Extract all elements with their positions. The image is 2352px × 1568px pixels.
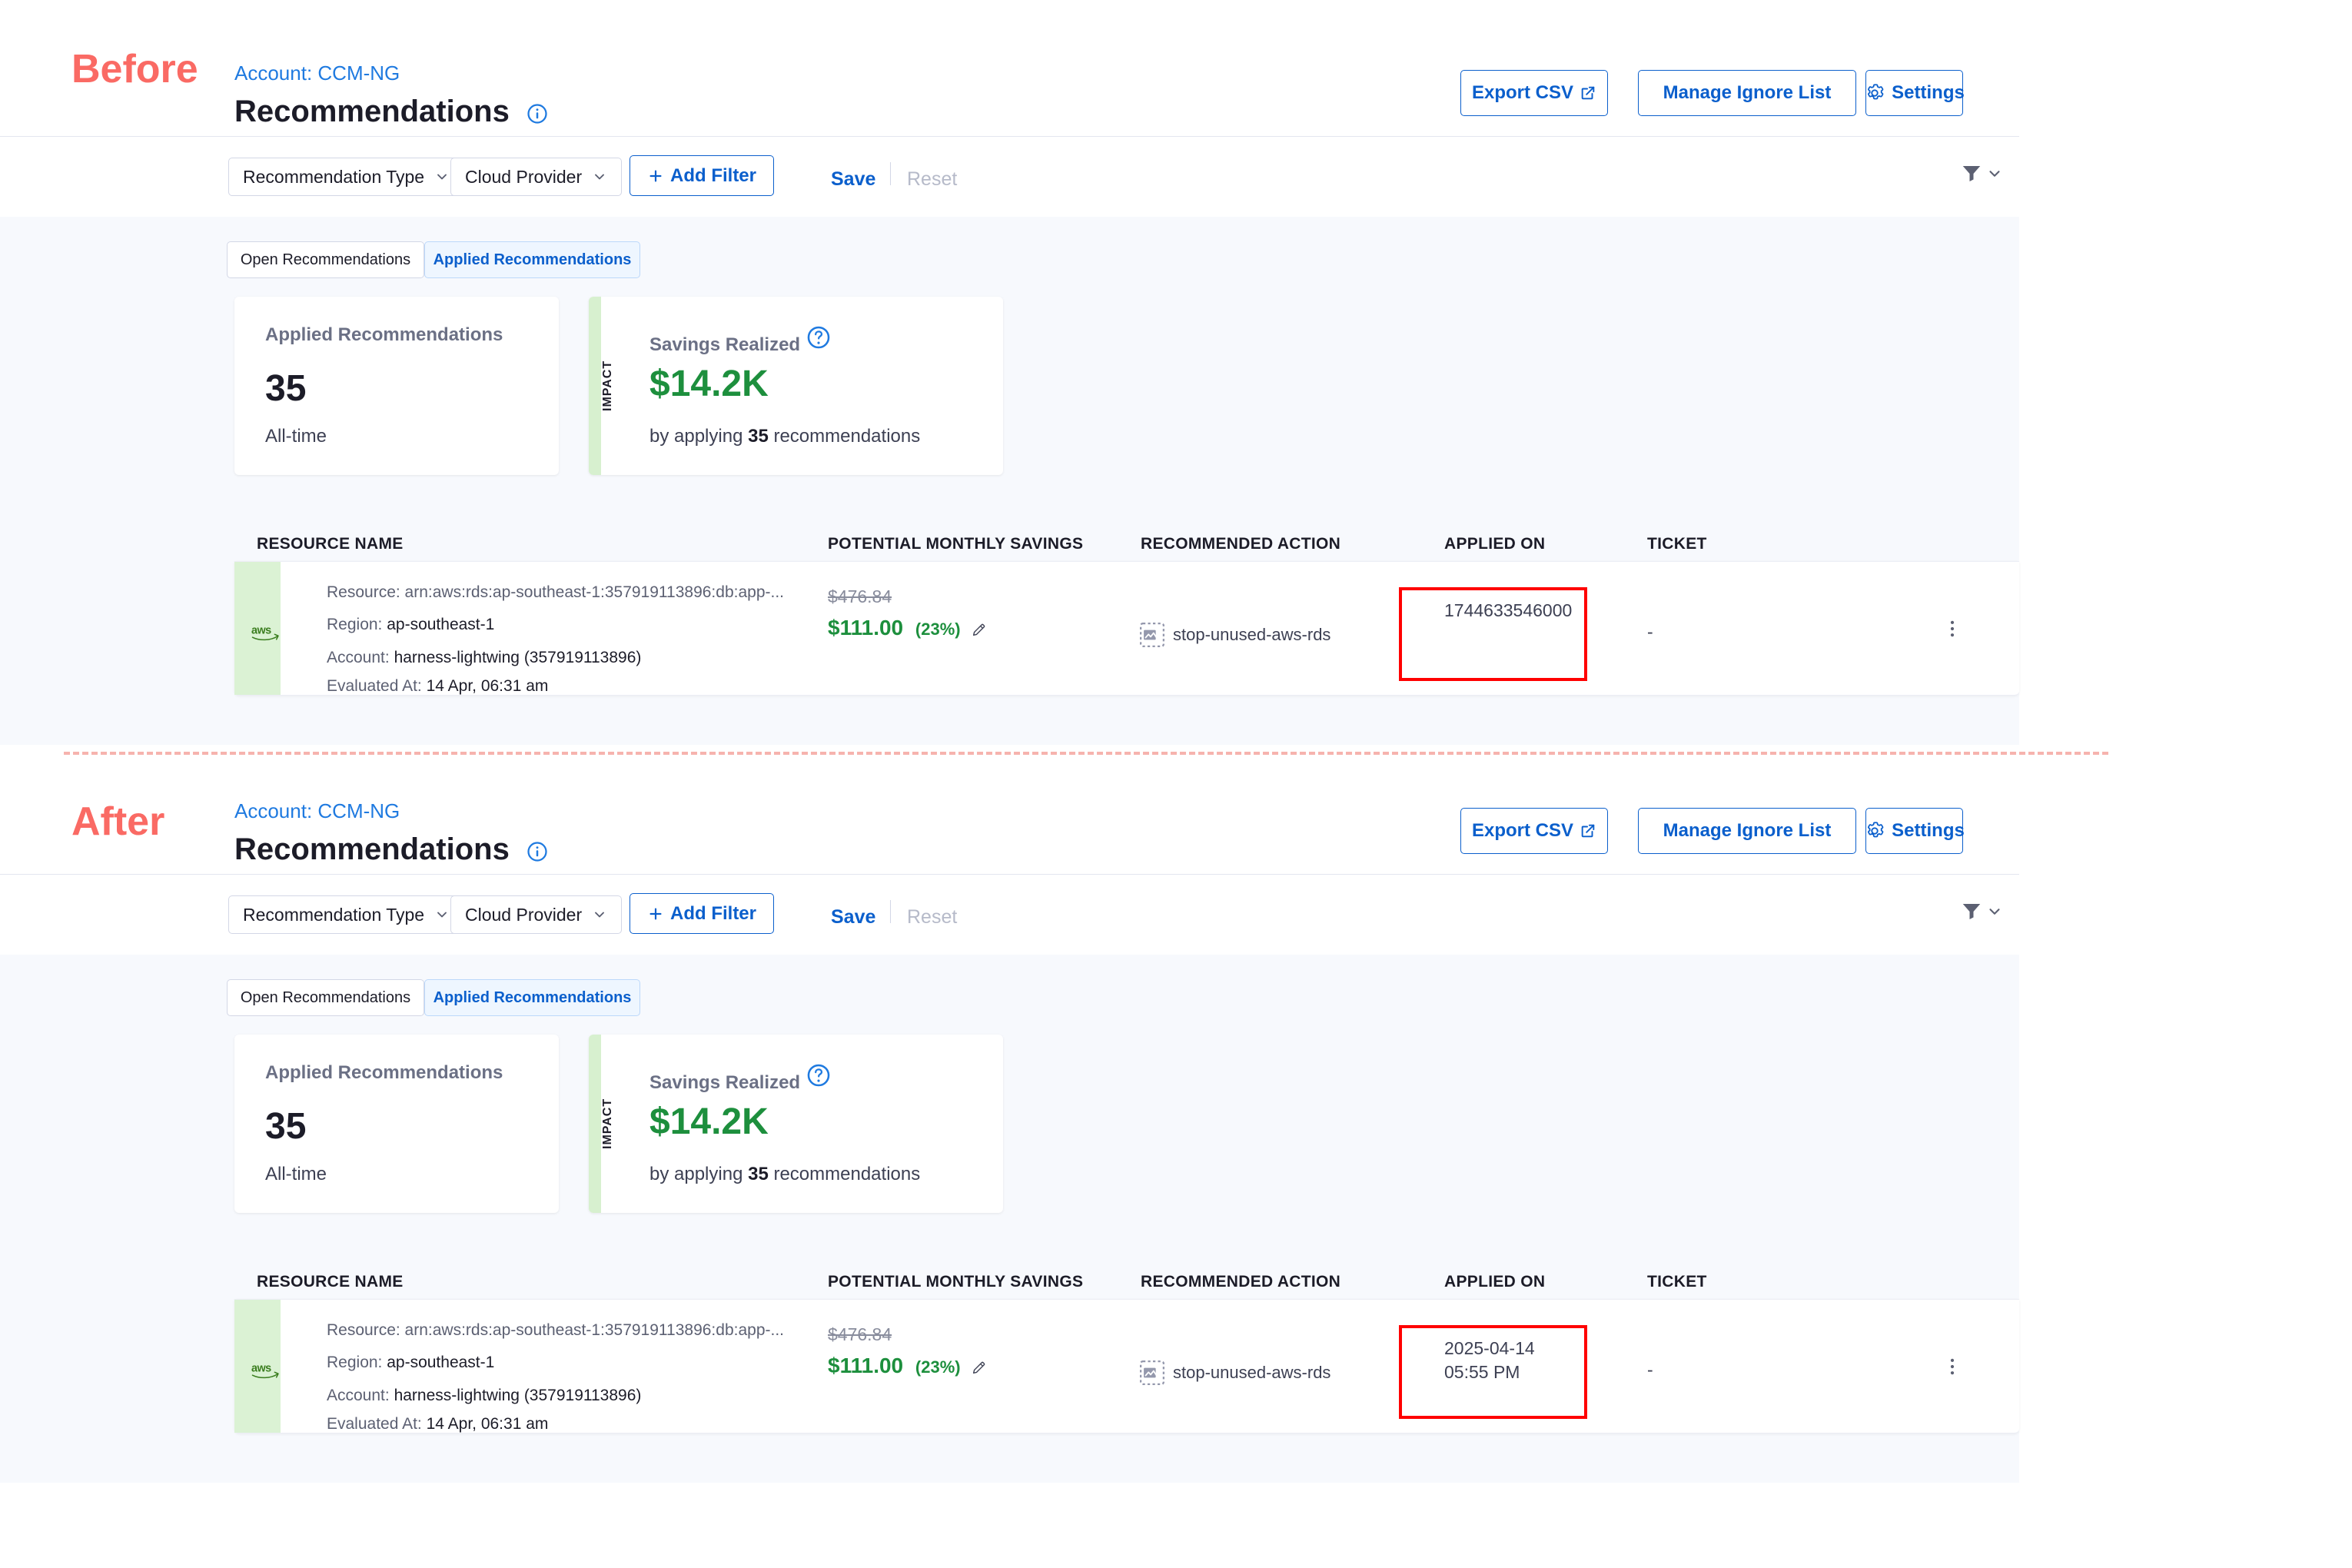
svg-text:aws: aws [251, 625, 271, 637]
svg-text:aws: aws [251, 1363, 271, 1375]
